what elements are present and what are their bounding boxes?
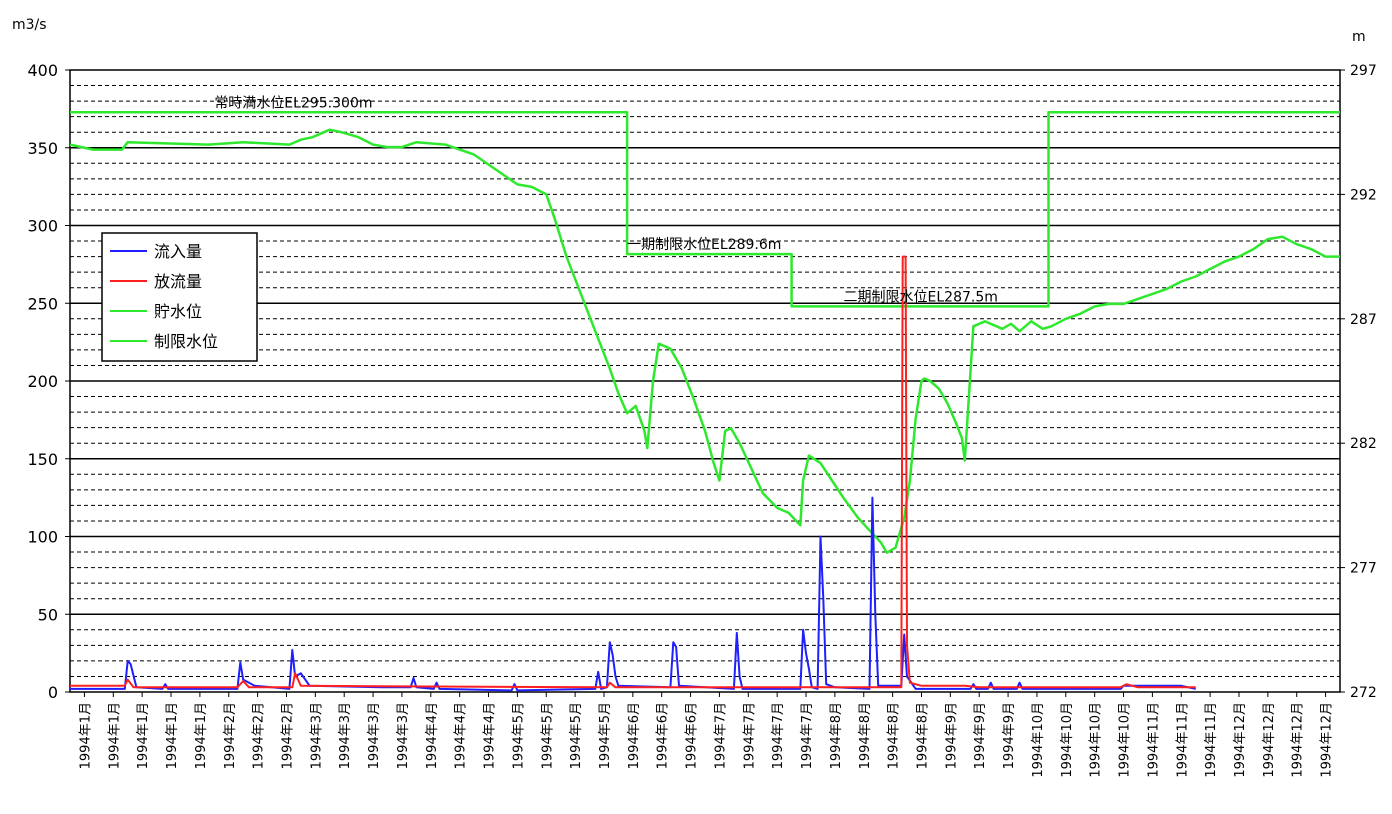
series-line-1 [70,496,1196,692]
x-tick-label: 1994年10月 [1118,702,1133,778]
x-tick-label: 1994年5月 [569,702,584,769]
x-tick-label: 1994年12月 [1262,702,1277,778]
x-tick-label: 1994年12月 [1291,702,1306,778]
left-tick-label: 200 [27,372,58,391]
x-tick-label: 1994年1月 [136,702,151,769]
legend-label: 流入量 [154,242,202,261]
left-tick-label: 250 [27,294,58,313]
x-tick-label: 1994年7月 [800,702,815,769]
x-tick-label: 1994年3月 [338,702,353,769]
series-line-2 [70,255,1196,689]
x-tick-label: 1994年7月 [742,702,757,769]
left-tick-label: 300 [27,217,58,236]
x-tick-label: 1994年1月 [194,702,209,769]
x-tick-label: 1994年10月 [1060,702,1075,778]
x-tick-label: 1994年7月 [771,702,786,769]
x-tick-label: 1994年4月 [425,702,440,769]
left-tick-label: 400 [27,61,58,80]
x-tick-label: 1994年8月 [858,702,873,769]
x-tick-label: 1994年4月 [483,702,498,769]
x-axis: 1994年1月 1994年1月 1994年1月 1994年1月 1994年1月 1994年… [78,692,1335,778]
left-tick-label: 150 [27,450,58,469]
right-tick-label: 272 [1350,685,1377,701]
x-tick-label: 1994年3月 [396,702,411,769]
left-tick-label: 0 [48,683,58,702]
x-tick-label: 1994年8月 [915,702,930,769]
x-tick-label: 1994年4月 [454,702,469,769]
level-annotation: 一期制限水位EL289.6m [627,237,781,253]
right-tick-label: 287 [1350,312,1377,328]
x-tick-label: 1994年5月 [598,702,613,769]
series-line-3 [69,128,1340,554]
x-tick-label: 1994年10月 [1031,702,1046,778]
x-tick-label: 1994年11月 [1175,702,1190,778]
right-tick-label: 282 [1350,436,1377,452]
x-tick-label: 1994年9月 [1002,702,1017,769]
x-tick-label: 1994年12月 [1320,702,1335,778]
x-tick-label: 1994年7月 [713,702,728,769]
legend-label: 制限水位 [154,332,218,351]
x-tick-label: 1994年2月 [280,702,295,769]
legend-label: 貯水位 [154,302,202,321]
level-annotation: 常時満水位EL295.300m [214,95,372,111]
right-axis: 272 277 282 287 292 297 [1340,63,1377,701]
x-tick-label: 1994年3月 [309,702,324,769]
series-line-4 [70,111,1340,308]
x-tick-label: 1994年6月 [656,702,671,769]
x-tick-label: 1994年10月 [1089,702,1104,778]
right-tick-label: 297 [1350,63,1377,79]
x-tick-label: 1994年1月 [78,702,93,769]
x-tick-label: 1994年11月 [1146,702,1161,778]
left-axis: 0 50 100 150 200 250 300 350 400 [27,61,70,702]
x-tick-label: 1994年6月 [627,702,642,769]
x-tick-label: 1994年5月 [540,702,555,769]
x-tick-label: 1994年1月 [107,702,122,769]
series-layer [69,111,1340,692]
x-tick-label: 1994年5月 [511,702,526,769]
x-tick-label: 1994年12月 [1233,702,1248,778]
x-tick-label: 1994年3月 [367,702,382,769]
right-axis-unit: m [1352,29,1366,45]
left-tick-label: 100 [27,528,58,547]
x-tick-label: 1994年11月 [1204,702,1219,778]
x-tick-label: 1994年2月 [223,702,238,769]
right-tick-label: 292 [1350,187,1377,203]
left-tick-label: 350 [27,139,58,158]
left-tick-label: 50 [38,605,58,624]
legend-box [101,232,258,362]
x-tick-label: 1994年8月 [887,702,902,769]
level-annotation: 二期制限水位EL287.5m [844,289,998,305]
grid-lines [70,85,1340,677]
x-tick-label: 1994年6月 [685,702,700,769]
x-tick-label: 1994年2月 [252,702,267,769]
right-tick-label: 277 [1350,561,1377,577]
x-tick-label: 1994年9月 [944,702,959,769]
x-tick-label: 1994年1月 [165,702,180,769]
x-tick-label: 1994年9月 [973,702,988,769]
annotations: 常時満水位EL295.300m 一期制限水位EL289.6m 二期制限水位EL287… [214,95,998,305]
left-axis-unit: m3/s [12,17,47,33]
legend-label: 放流量 [154,272,202,291]
x-tick-label: 1994年8月 [829,702,844,769]
